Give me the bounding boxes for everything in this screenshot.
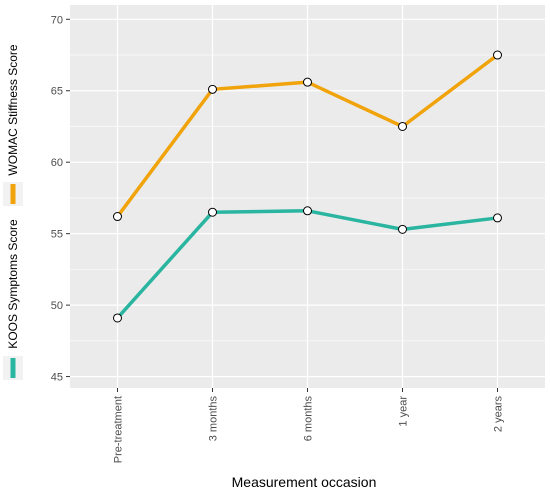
data-point xyxy=(398,121,407,131)
legend-label-1: KOOS Symptoms Score xyxy=(6,219,20,349)
y-tick-label: 70 xyxy=(51,14,63,26)
legend: WOMAC Stiffness Score KOOS Symptoms Score xyxy=(3,44,23,380)
x-tick-label: 1 year xyxy=(398,396,410,427)
y-tick-label: 60 xyxy=(51,157,63,169)
data-point xyxy=(113,313,122,323)
data-point xyxy=(113,212,122,222)
data-point xyxy=(493,50,502,60)
data-points xyxy=(113,50,502,323)
legend-label-0: WOMAC Stiffness Score xyxy=(6,44,20,175)
y-tick-label: 55 xyxy=(51,229,63,241)
data-point xyxy=(303,206,312,216)
x-tick-label: Pre-treatment xyxy=(113,396,125,463)
x-tick-label: 6 months xyxy=(303,396,315,442)
y-tick-label: 65 xyxy=(51,86,63,98)
data-point xyxy=(303,77,312,87)
data-point xyxy=(493,213,502,223)
x-tick-label: 2 years xyxy=(493,396,505,433)
data-point xyxy=(208,84,217,94)
x-axis-title: Measurement occasion xyxy=(232,474,377,490)
x-axis: Pre-treatment 3 months 6 months 1 year 2 yea… xyxy=(113,388,505,463)
data-point xyxy=(208,207,217,217)
y-axis: 45 50 55 60 65 70 xyxy=(51,14,70,384)
data-point xyxy=(398,224,407,234)
x-tick-label: 3 months xyxy=(208,396,220,442)
y-tick-label: 45 xyxy=(51,372,63,384)
grid-major xyxy=(70,5,545,388)
y-tick-label: 50 xyxy=(51,300,63,312)
